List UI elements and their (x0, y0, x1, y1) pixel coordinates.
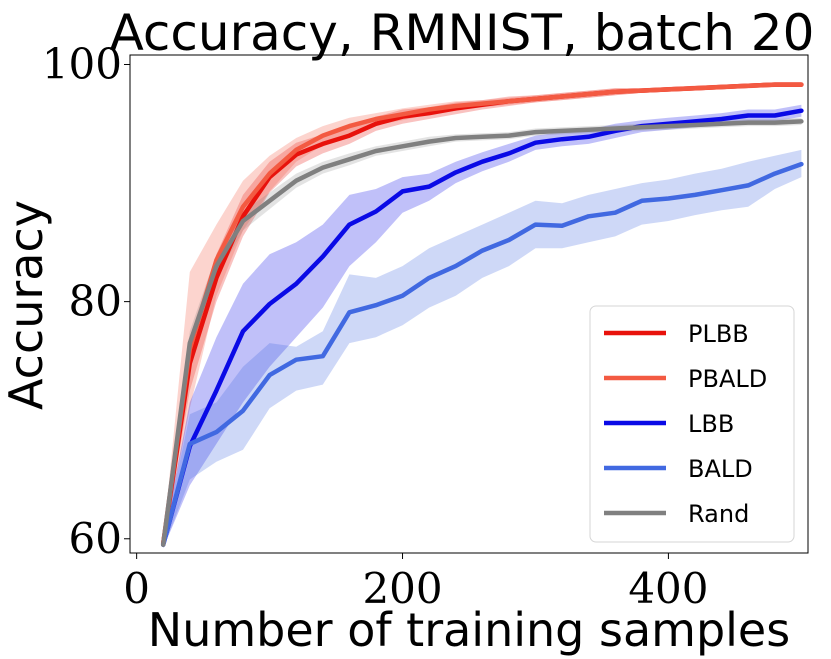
chart-title: Accuracy, RMNIST, batch 20 (110, 4, 815, 62)
y-axis-ticks: 60 80 100 (42, 39, 130, 563)
x-axis-ticks: 0 200 400 (123, 553, 708, 613)
x-tick-label: 200 (362, 564, 442, 613)
plot-frame (129, 54, 809, 554)
x-tick-label: 0 (123, 564, 150, 613)
legend-label-pbald: PBALD (688, 365, 767, 393)
series-line-bald (160, 161, 804, 547)
legend-label-plbb: PLBB (688, 320, 749, 348)
y-tick-label: 60 (69, 514, 122, 563)
legend-label-lbb: LBB (688, 410, 734, 438)
y-axis-label: Accuracy (0, 200, 53, 410)
series-line-rand (160, 119, 804, 547)
legend-label-bald: BALD (688, 455, 753, 483)
band-bald (163, 149, 802, 549)
x-axis-label: Number of training samples (148, 603, 790, 657)
y-tick-label: 80 (69, 277, 122, 326)
confidence-bands (163, 82, 802, 549)
y-tick-label: 100 (42, 39, 122, 88)
series-line-lbb (160, 108, 804, 547)
legend: PLBB PBALD LBB BALD Rand (589, 305, 795, 543)
series-line-pbald (160, 82, 804, 546)
x-tick-label: 400 (628, 564, 708, 613)
legend-label-rand: Rand (688, 500, 749, 528)
legend-box (589, 305, 795, 543)
band-lbb (163, 104, 802, 549)
series-lines (160, 82, 804, 547)
